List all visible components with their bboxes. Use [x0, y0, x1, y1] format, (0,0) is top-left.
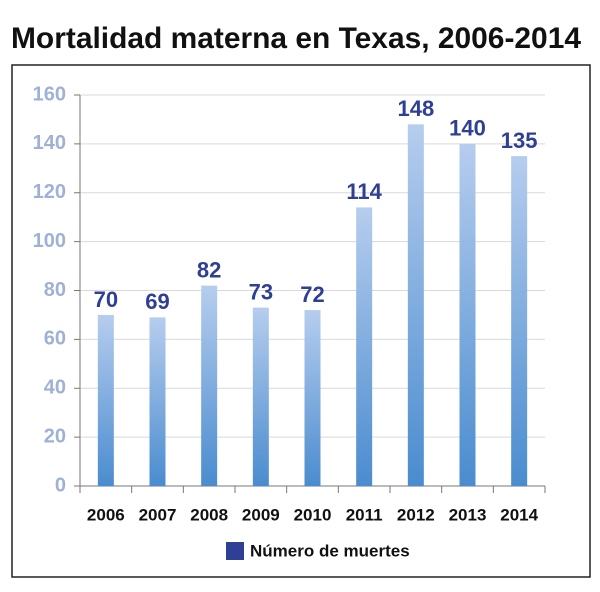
- data-label: 82: [197, 257, 221, 282]
- bar: [304, 310, 321, 486]
- data-label: 140: [449, 116, 486, 141]
- bar: [149, 317, 166, 486]
- bar: [511, 156, 528, 486]
- x-tick-label: 2013: [449, 505, 487, 524]
- data-label: 69: [145, 289, 169, 314]
- bar: [201, 285, 218, 486]
- y-tick-label: 80: [44, 279, 66, 301]
- bar: [407, 124, 424, 486]
- x-tick-label: 2012: [397, 505, 435, 524]
- bar: [97, 314, 114, 486]
- x-tick-label: 2010: [294, 505, 332, 524]
- y-tick-label: 100: [33, 230, 66, 252]
- data-label: 148: [397, 96, 434, 121]
- data-label: 135: [501, 128, 538, 153]
- y-tick-label: 60: [44, 328, 66, 350]
- data-label: 73: [249, 279, 273, 304]
- x-tick-label: 2007: [139, 505, 177, 524]
- frame: [11, 64, 591, 578]
- data-label: 72: [300, 282, 324, 307]
- x-tick-label: 2008: [190, 505, 228, 524]
- legend-label: Número de muertes: [250, 541, 410, 560]
- y-tick-label: 160: [33, 83, 66, 105]
- legend-swatch: [226, 542, 244, 560]
- bar: [356, 207, 373, 486]
- chart-title: Mortalidad materna en Texas, 2006-2014: [11, 22, 581, 55]
- y-tick-label: 40: [44, 377, 66, 399]
- y-tick-label: 120: [33, 181, 66, 203]
- x-tick-label: 2009: [242, 505, 280, 524]
- bar: [459, 143, 476, 486]
- data-label: 114: [346, 179, 382, 204]
- data-label: 70: [94, 287, 118, 312]
- y-tick-label: 140: [33, 132, 66, 154]
- y-tick-label: 0: [55, 474, 66, 496]
- x-tick-label: 2011: [346, 505, 383, 524]
- bar: [252, 307, 269, 486]
- x-tick-label: 2006: [87, 505, 125, 524]
- x-tick-label: 2014: [500, 505, 538, 524]
- y-tick-label: 20: [44, 425, 66, 447]
